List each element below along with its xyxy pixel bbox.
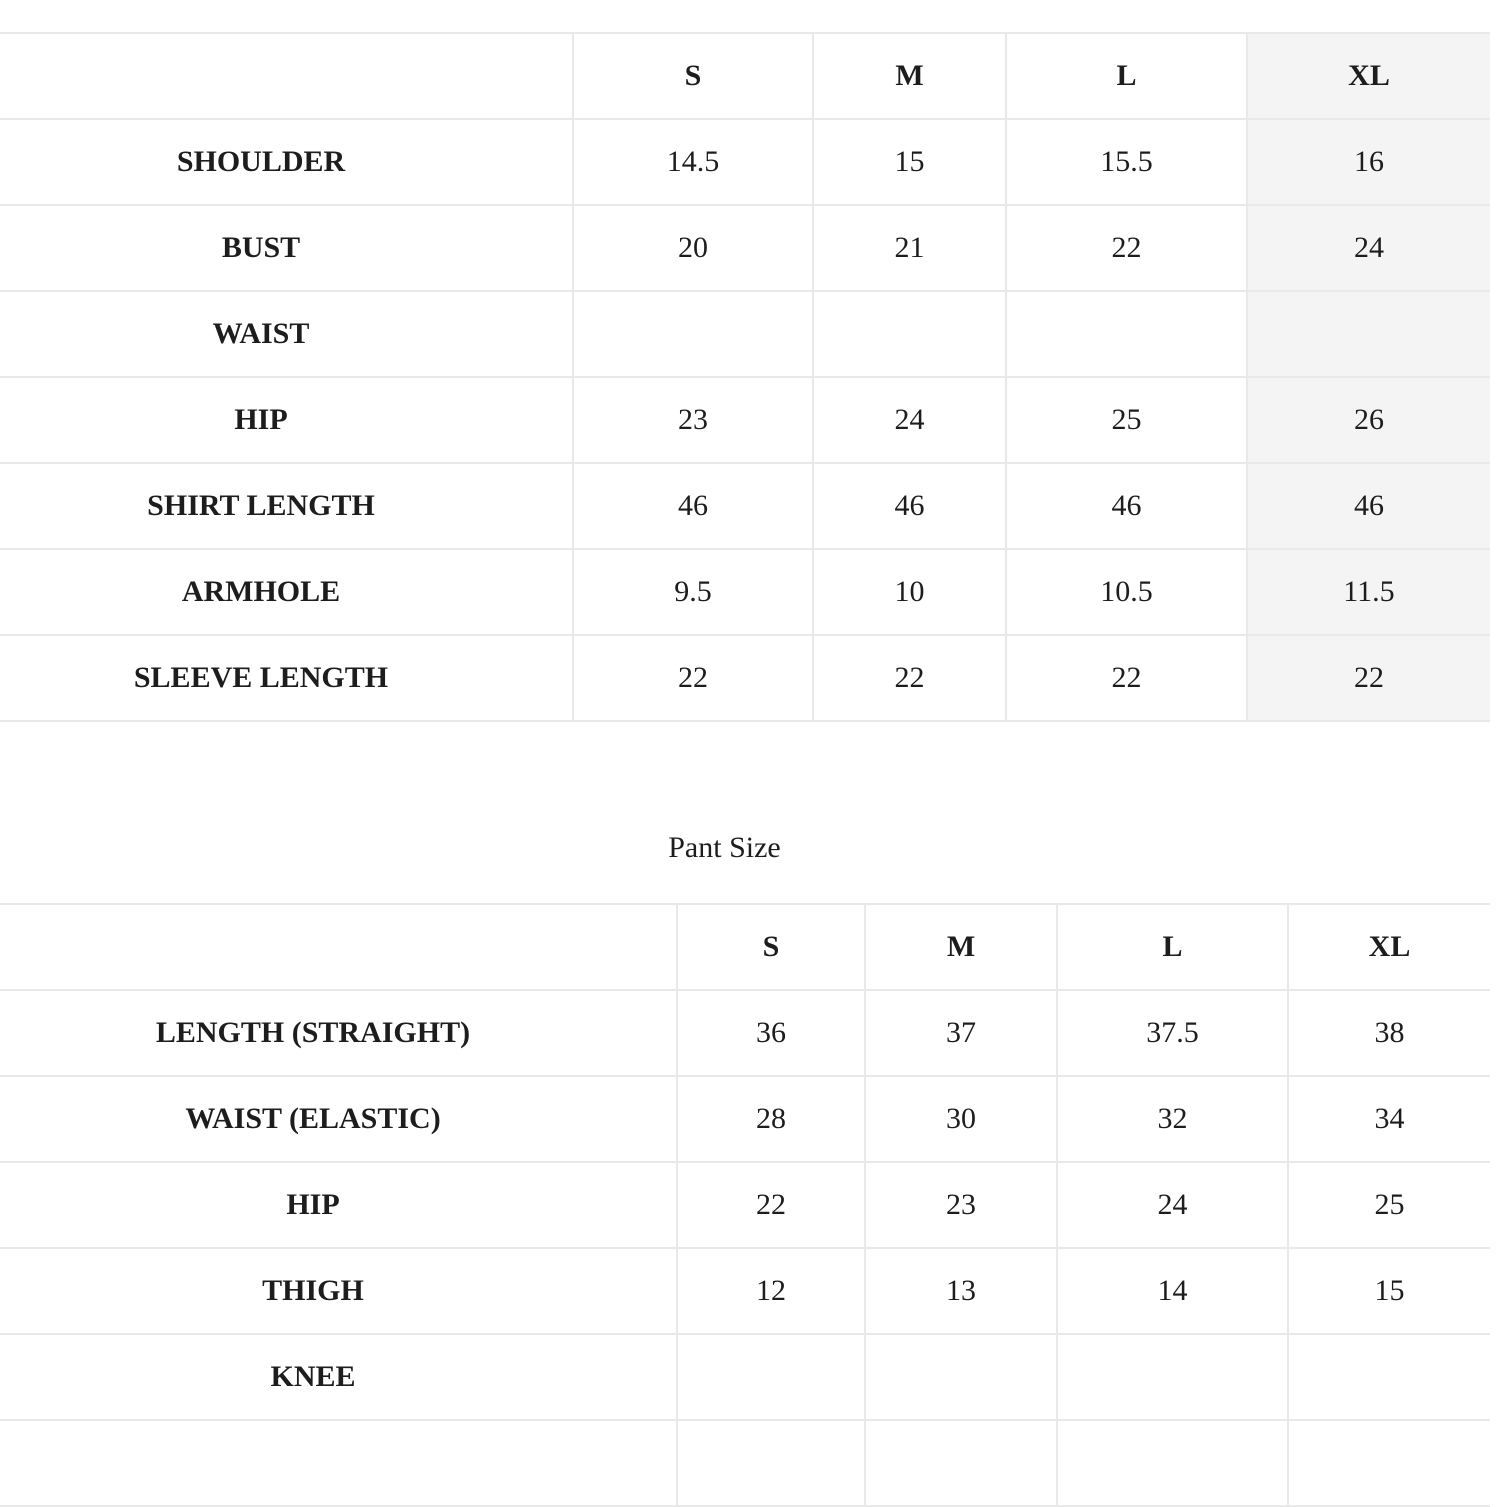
table-row xyxy=(0,1419,1490,1506)
size-column-header: S xyxy=(572,32,813,119)
table-row: LENGTH (STRAIGHT) 36 37 37.5 38 xyxy=(0,989,1490,1076)
size-value: 16 xyxy=(1246,118,1490,205)
row-label: SLEEVE LENGTH xyxy=(0,634,573,721)
size-value: 34 xyxy=(1287,1075,1490,1162)
size-value: 15.5 xyxy=(1005,118,1247,205)
pant-size-table: S M L XL LENGTH (STRAIGHT) 36 37 37.5 38 WAIST (E… xyxy=(0,903,1490,1507)
size-column-header: L xyxy=(1056,903,1288,990)
size-value: 14 xyxy=(1056,1247,1288,1334)
size-value: 12 xyxy=(676,1247,865,1334)
size-value: 22 xyxy=(1246,634,1490,721)
row-label: ARMHOLE xyxy=(0,548,573,635)
size-column-header: M xyxy=(864,903,1057,990)
size-value: 22 xyxy=(812,634,1006,721)
size-value: 15 xyxy=(1287,1247,1490,1334)
table-row: BUST 20 21 22 24 xyxy=(0,204,1490,291)
size-value: 46 xyxy=(1005,462,1247,549)
size-value xyxy=(1246,290,1490,377)
size-value: 28 xyxy=(676,1075,865,1162)
row-label xyxy=(0,1419,677,1506)
size-value: 25 xyxy=(1005,376,1247,463)
size-value: 21 xyxy=(812,204,1006,291)
size-value xyxy=(1056,1333,1288,1420)
size-value xyxy=(1056,1419,1288,1506)
table-row: KNEE xyxy=(0,1333,1490,1420)
table-row: SHOULDER 14.5 15 15.5 16 xyxy=(0,118,1490,205)
size-value xyxy=(676,1333,865,1420)
size-header-row: S M L XL xyxy=(0,903,1490,990)
table-row: HIP 23 24 25 26 xyxy=(0,376,1490,463)
size-value: 13 xyxy=(864,1247,1057,1334)
row-label: KNEE xyxy=(0,1333,677,1420)
size-column-header: XL xyxy=(1287,903,1490,990)
table-row: SHIRT LENGTH 46 46 46 46 xyxy=(0,462,1490,549)
size-value: 10 xyxy=(812,548,1006,635)
size-value: 14.5 xyxy=(572,118,813,205)
size-value: 10.5 xyxy=(1005,548,1247,635)
row-label: WAIST (ELASTIC) xyxy=(0,1075,677,1162)
row-label: LENGTH (STRAIGHT) xyxy=(0,989,677,1076)
size-value: 46 xyxy=(1246,462,1490,549)
size-value: 22 xyxy=(1005,634,1247,721)
size-value xyxy=(1005,290,1247,377)
size-value: 38 xyxy=(1287,989,1490,1076)
size-value: 24 xyxy=(812,376,1006,463)
size-value: 36 xyxy=(676,989,865,1076)
pant-size-caption: Pant Size xyxy=(668,831,781,864)
size-column-header: M xyxy=(812,32,1006,119)
row-label: HIP xyxy=(0,1161,677,1248)
size-column-header: L xyxy=(1005,32,1247,119)
size-column-header: S xyxy=(676,903,865,990)
size-value: 24 xyxy=(1246,204,1490,291)
row-label: SHOULDER xyxy=(0,118,573,205)
shirt-size-table: S M L XL SHOULDER 14.5 15 15.5 16 BUST 20 21 22 24 WAI… xyxy=(0,32,1490,722)
size-value: 46 xyxy=(572,462,813,549)
table-row: WAIST xyxy=(0,290,1490,377)
size-value xyxy=(864,1419,1057,1506)
size-value: 30 xyxy=(864,1075,1057,1162)
size-column-header: XL xyxy=(1246,32,1490,119)
table-row: ARMHOLE 9.5 10 10.5 11.5 xyxy=(0,548,1490,635)
row-label: BUST xyxy=(0,204,573,291)
row-label: SHIRT LENGTH xyxy=(0,462,573,549)
size-value: 26 xyxy=(1246,376,1490,463)
size-value xyxy=(864,1333,1057,1420)
size-value xyxy=(676,1419,865,1506)
row-label: HIP xyxy=(0,376,573,463)
corner-cell xyxy=(0,903,677,990)
size-value: 25 xyxy=(1287,1161,1490,1248)
corner-cell xyxy=(0,32,573,119)
size-value xyxy=(1287,1419,1490,1506)
size-value: 23 xyxy=(864,1161,1057,1248)
size-header-row: S M L XL xyxy=(0,32,1490,119)
size-value: 9.5 xyxy=(572,548,813,635)
size-value: 46 xyxy=(812,462,1006,549)
size-value: 15 xyxy=(812,118,1006,205)
size-value: 22 xyxy=(1005,204,1247,291)
table-row: HIP 22 23 24 25 xyxy=(0,1161,1490,1248)
size-value: 20 xyxy=(572,204,813,291)
size-value: 22 xyxy=(676,1161,865,1248)
size-value: 37.5 xyxy=(1056,989,1288,1076)
table-row: WAIST (ELASTIC) 28 30 32 34 xyxy=(0,1075,1490,1162)
size-value xyxy=(812,290,1006,377)
size-value xyxy=(572,290,813,377)
size-value: 37 xyxy=(864,989,1057,1076)
size-value: 22 xyxy=(572,634,813,721)
size-value: 23 xyxy=(572,376,813,463)
size-value: 24 xyxy=(1056,1161,1288,1248)
size-value: 32 xyxy=(1056,1075,1288,1162)
row-label: WAIST xyxy=(0,290,573,377)
row-label: THIGH xyxy=(0,1247,677,1334)
size-value xyxy=(1287,1333,1490,1420)
table-row: SLEEVE LENGTH 22 22 22 22 xyxy=(0,634,1490,721)
size-value: 11.5 xyxy=(1246,548,1490,635)
table-row: THIGH 12 13 14 15 xyxy=(0,1247,1490,1334)
